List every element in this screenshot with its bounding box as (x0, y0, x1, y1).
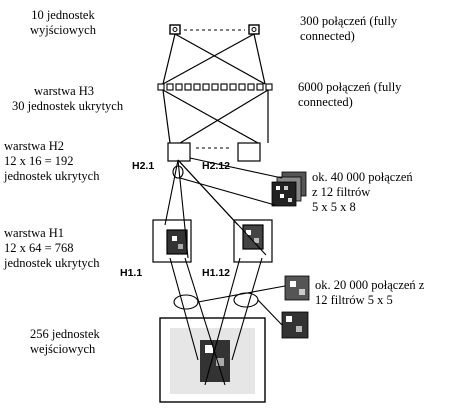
h2-conn-line-3: 5 x 5 x 8 (312, 200, 356, 214)
output-conn-line-2: connected) (300, 29, 355, 43)
output-units-line-2: wyjściowych (30, 23, 96, 37)
map-label-h2-1: H2.1 (132, 160, 155, 172)
h2-label: warstwa H2 12 x 16 = 192 jednostek ukryt… (4, 139, 99, 184)
h1-conn-line-2: 12 filtrów 5 x 5 (315, 293, 393, 307)
h2-conn-line-2: z 12 filtrów (312, 185, 371, 199)
h3-conn-line-2: connected) (298, 95, 353, 109)
receptive-field-lines (164, 157, 286, 386)
h3-label: warstwa H3 30 jednostek ukrytych (12, 84, 123, 114)
map-label-h1-1: H1.1 (120, 267, 143, 279)
output-units-label: 10 jednostek wyjściowych (30, 8, 96, 38)
h2-line-3: jednostek ukrytych (4, 169, 100, 183)
fc-h3-h2 (162, 89, 269, 144)
map-label-h1-12: H1.12 (202, 267, 231, 279)
output-units-line-1: 10 jednostek (31, 8, 95, 22)
h3-conn-line-1: 6000 połączeń (fully (298, 80, 402, 94)
h2-line-1: warstwa H2 (4, 139, 65, 153)
h3-connections-label: 6000 połączeń (fully connected) (298, 80, 401, 110)
h1-line-2: 12 x 64 = 768 (4, 241, 74, 255)
input-line-2: wejściowych (30, 342, 96, 356)
fc-output-h3 (162, 33, 266, 85)
h1-line-3: jednostek ukrytych (4, 256, 100, 270)
map-label-h2-12: H2.12 (202, 160, 231, 172)
h1-filters (281, 275, 310, 339)
h2-layer (167, 142, 261, 162)
h1-layer (152, 219, 273, 263)
input-label: 256 jednostek wejściowych (30, 327, 100, 357)
output-conn-line-1: 300 połączeń (fully (300, 14, 398, 28)
output-layer (169, 24, 260, 35)
h1-label: warstwa H1 12 x 64 = 768 jednostek ukryt… (4, 226, 99, 271)
input-image (159, 317, 266, 403)
h2-line-2: 12 x 16 = 192 (4, 154, 74, 168)
h1-conn-line-1: ok. 20 000 połączeń z (315, 278, 425, 292)
input-line-1: 256 jednostek (30, 327, 100, 341)
output-connections-label: 300 połączeń (fully connected) (300, 14, 397, 44)
h2-filter-cube (271, 171, 307, 207)
h3-line-1: warstwa H3 (34, 84, 95, 98)
h3-line-2: 30 jednostek ukrytych (12, 99, 124, 113)
h1-line-1: warstwa H1 (4, 226, 65, 240)
h3-layer (157, 83, 273, 91)
h1-connections-label: ok. 20 000 połączeń z 12 filtrów 5 x 5 (315, 278, 424, 308)
h2-connections-label: ok. 40 000 połączeń z 12 filtrów 5 x 5 x… (312, 170, 413, 215)
h2-conn-line-1: ok. 40 000 połączeń (312, 170, 413, 184)
